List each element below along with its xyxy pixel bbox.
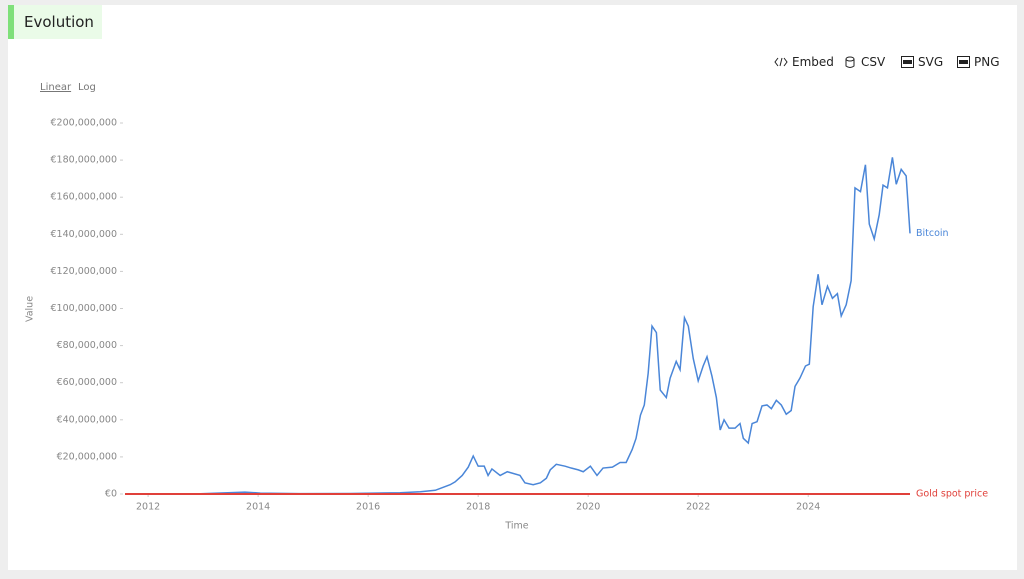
- y-tick-label: €180,000,000: [51, 155, 117, 166]
- scale-linear[interactable]: Linear: [40, 82, 72, 93]
- y-tick-label: €200,000,000: [51, 118, 117, 129]
- embed-label: Embed: [792, 55, 834, 69]
- header: Evolution: [8, 5, 102, 39]
- series-label: Gold spot price: [916, 488, 988, 499]
- x-tick-label: 2018: [466, 502, 490, 513]
- x-tick-label: 2012: [136, 502, 160, 513]
- embed-button[interactable]: Embed: [774, 55, 834, 69]
- y-tick-label: €100,000,000: [51, 303, 117, 314]
- y-tick-label: €160,000,000: [51, 192, 117, 203]
- series-label: Bitcoin: [916, 228, 949, 239]
- y-tick-label: €20,000,000: [57, 451, 117, 462]
- png-label: PNG: [974, 55, 1000, 69]
- x-tick-label: 2016: [356, 502, 380, 513]
- svg-button[interactable]: SVG: [901, 55, 943, 69]
- y-tick-label: €120,000,000: [51, 266, 117, 277]
- y-tick-label: €60,000,000: [57, 377, 117, 388]
- x-tick-label: 2022: [686, 502, 710, 513]
- png-button[interactable]: PNG: [957, 55, 1000, 69]
- csv-icon: [845, 56, 855, 68]
- header-title: Evolution: [24, 13, 94, 31]
- chart-card: Evolution Embed CSV SVG PNG Linear Log: [8, 5, 1017, 570]
- x-tick-label: 2020: [576, 502, 600, 513]
- y-tick-label: €0: [105, 489, 117, 500]
- series-line: [124, 157, 911, 495]
- svg-icon: [901, 56, 914, 68]
- y-tick-label: €140,000,000: [51, 229, 117, 240]
- scale-log[interactable]: Log: [78, 82, 96, 93]
- svg-label: SVG: [918, 55, 944, 69]
- png-icon: [957, 56, 970, 68]
- y-axis-title: Value: [25, 296, 36, 322]
- embed-icon: [774, 57, 788, 67]
- x-tick-label: 2014: [246, 502, 270, 513]
- x-axis-title: Time: [504, 521, 528, 532]
- csv-button[interactable]: CSV: [845, 55, 885, 69]
- x-tick-label: 2024: [796, 502, 820, 513]
- csv-label: CSV: [861, 55, 886, 69]
- y-tick-label: €40,000,000: [57, 414, 117, 425]
- y-tick-label: €80,000,000: [57, 340, 117, 351]
